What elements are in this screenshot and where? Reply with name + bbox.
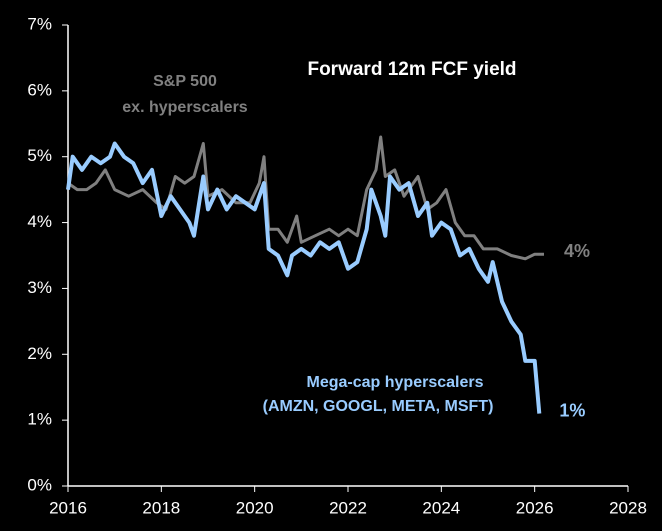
x-tick-label: 2026	[516, 498, 554, 517]
x-tick-label: 2018	[142, 498, 180, 517]
value-label: 4%	[564, 241, 590, 261]
y-tick-label: 2%	[27, 344, 52, 363]
y-tick-label: 6%	[27, 80, 52, 99]
chart-title: Forward 12m FCF yield	[307, 59, 516, 80]
series-label: Mega-cap hyperscalers	[307, 374, 484, 391]
x-tick-label: 2020	[236, 498, 274, 517]
value-label: 1%	[559, 400, 585, 420]
y-tick-label: 1%	[27, 410, 52, 429]
x-tick-label: 2028	[609, 498, 647, 517]
y-tick-label: 4%	[27, 212, 52, 231]
y-tick-label: 7%	[27, 14, 52, 33]
y-tick-label: 0%	[27, 475, 52, 494]
series-line	[67, 135, 544, 261]
series-label: ex. hyperscalers	[122, 99, 248, 116]
y-tick-label: 5%	[27, 146, 52, 165]
x-tick-label: 2022	[329, 498, 367, 517]
series-line	[66, 141, 542, 414]
x-tick-label: 2016	[49, 498, 87, 517]
series-label: (AMZN, GOOGL, META, MSFT)	[263, 398, 494, 415]
series-label: S&P 500	[153, 73, 217, 90]
x-tick-label: 2024	[422, 498, 460, 517]
y-tick-label: 3%	[27, 278, 52, 297]
